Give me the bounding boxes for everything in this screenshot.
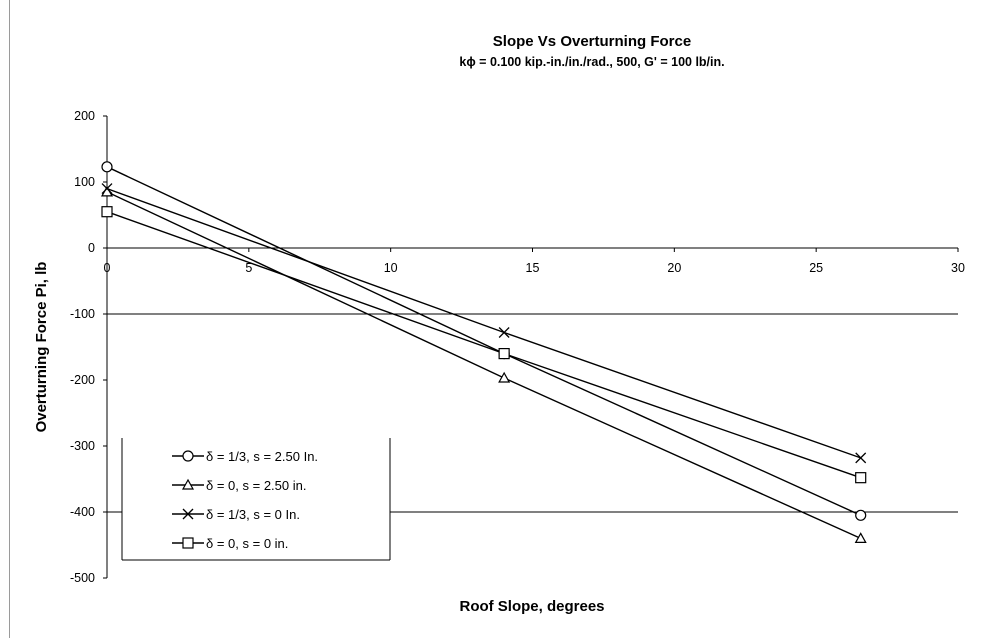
y-tick-label: 100 bbox=[74, 175, 95, 189]
left-frame-line bbox=[9, 0, 10, 638]
data-point-circle-1 bbox=[855, 509, 867, 521]
legend-label-2: δ = 0, s = 2.50 in. bbox=[206, 478, 306, 493]
y-axis-title: Overturning Force Pi, lb bbox=[33, 262, 50, 433]
x-tick-label: 5 bbox=[245, 261, 252, 275]
x-tick-label: 15 bbox=[526, 261, 540, 275]
x-tick-labels: 0 5 10 15 20 25 30 bbox=[104, 248, 965, 275]
legend-label-1: δ = 1/3, s = 2.50 In. bbox=[206, 449, 318, 464]
y-tick-label: -200 bbox=[70, 373, 95, 387]
y-tick-label: -100 bbox=[70, 307, 95, 321]
data-point-x-3 bbox=[498, 327, 510, 338]
x-tick-label: 0 bbox=[104, 261, 111, 275]
legend: δ = 1/3, s = 2.50 In. δ = 0, s = 2.50 in.… bbox=[121, 438, 391, 561]
data-point-square-4 bbox=[498, 348, 510, 360]
chart-subtitle: kϕ = 0.100 kip.-in./in./rad., 500, G' = … bbox=[459, 55, 724, 69]
x-tick-label: 10 bbox=[384, 261, 398, 275]
legend-marker-circle bbox=[182, 450, 194, 462]
legend-items: δ = 1/3, s = 2.50 In. δ = 0, s = 2.50 in.… bbox=[172, 449, 318, 551]
legend-label-4: δ = 0, s = 0 in. bbox=[206, 536, 288, 551]
legend-marker-x bbox=[182, 508, 194, 520]
legend-background bbox=[122, 438, 390, 560]
legend-marker-triangle bbox=[181, 478, 195, 490]
data-point-triangle-2 bbox=[854, 532, 867, 544]
y-tick-label: -300 bbox=[70, 439, 95, 453]
data-point-triangle-2 bbox=[498, 371, 511, 383]
data-point-circle-1 bbox=[101, 161, 113, 173]
series-layer bbox=[100, 161, 867, 544]
x-tick-label: 30 bbox=[951, 261, 965, 275]
y-tick-labels: 200 100 0 -100 -200 -300 -400 -500 bbox=[70, 109, 107, 585]
legend-label-3: δ = 1/3, s = 0 In. bbox=[206, 507, 300, 522]
data-point-x-3 bbox=[855, 452, 867, 464]
x-axis-title: Roof Slope, degrees bbox=[459, 598, 604, 615]
data-point-square-4 bbox=[101, 206, 113, 218]
y-tick-label: -500 bbox=[70, 571, 95, 585]
y-tick-label: 0 bbox=[88, 241, 95, 255]
series-line-3 bbox=[106, 187, 861, 459]
x-tick-label: 20 bbox=[667, 261, 681, 275]
chart-title: Slope Vs Overturning Force bbox=[493, 33, 691, 50]
legend-marker-square bbox=[182, 537, 194, 549]
data-point-square-4 bbox=[855, 472, 867, 484]
y-tick-label: 200 bbox=[74, 109, 95, 123]
data-point-x-3 bbox=[101, 183, 113, 195]
y-tick-label: -400 bbox=[70, 505, 95, 519]
x-tick-label: 25 bbox=[809, 261, 823, 275]
